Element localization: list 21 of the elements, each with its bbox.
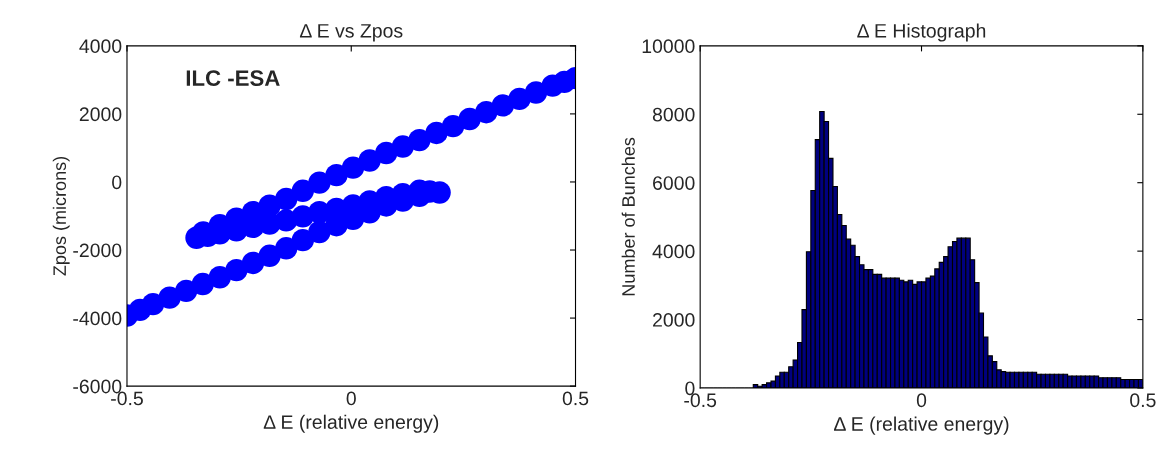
- y-axis-title: Zpos (microns): [52, 156, 70, 276]
- x-axis-title: Δ E (relative energy): [263, 414, 439, 433]
- y-tick-label: 0: [112, 175, 122, 190]
- chart-title: Δ E Histograph: [857, 23, 986, 42]
- y-tick-label: -4000: [73, 311, 122, 326]
- x-tick-label: 0: [346, 391, 356, 406]
- y-axis-title: Number of Bunches: [621, 137, 635, 296]
- y-tick-label: 10000: [642, 39, 695, 54]
- y-tick-label: 4000: [79, 39, 122, 54]
- x-tick-label: 0.5: [1130, 393, 1156, 408]
- annotation: ILC -ESA: [186, 70, 280, 86]
- y-tick-label: 8000: [652, 107, 695, 122]
- y-tick-label: 4000: [652, 244, 695, 259]
- y-tick-label: 6000: [653, 176, 695, 190]
- chart-title: Δ E vs Zpos: [299, 24, 403, 42]
- y-tick-label: 2000: [653, 313, 695, 327]
- y-tick-label: 2000: [79, 107, 122, 122]
- y-tick-label: -2000: [73, 243, 122, 258]
- x-tick-label: 0.5: [562, 391, 589, 406]
- x-axis-title: Δ E (relative energy): [834, 416, 1009, 435]
- x-tick-label: 0: [916, 393, 927, 408]
